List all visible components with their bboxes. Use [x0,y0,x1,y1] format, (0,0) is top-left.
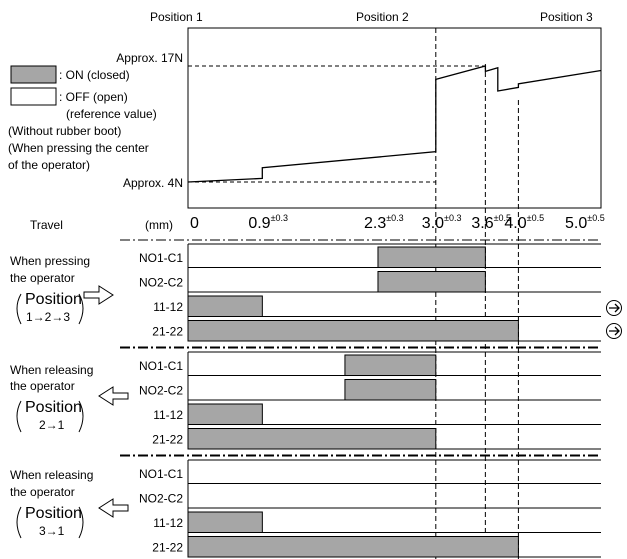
timing-row-label: NO1-C1 [139,251,183,265]
timing-row-label: NO2-C2 [139,384,183,398]
section-1-right-paren [78,293,84,325]
legend: : ON (closed) : OFF (open) (reference va… [8,65,157,172]
legend-on-label: : ON (closed) [59,68,130,82]
continuation-markers [606,300,622,339]
timing-row-label: NO1-C1 [139,467,183,481]
force-guides [188,65,486,183]
timing-row-label: 11-12 [153,408,183,422]
section-2-position-word: Position [25,399,82,416]
section-2-position-seq: 2→1 [39,418,65,432]
travel-tick-label: 3.0±0.3 [422,213,462,232]
section-1-line-1: When pressing [10,254,90,268]
timing-on-bar [344,379,437,401]
section-2-right-paren [78,400,84,433]
section-3-left-paren [16,506,22,539]
release-arrow-icon [98,498,129,518]
legend-off-label: : OFF (open) [59,90,128,104]
travel-tick-label: 5.0±0.5 [565,213,605,232]
timing-on-bar [187,403,263,425]
timing-row-label: 21-22 [152,325,183,339]
legend-off-swatch [10,87,57,106]
timing-on-bar [377,271,486,293]
timing-on-bar [187,428,437,450]
section-1-position-word: Position [25,291,82,308]
force-low-label: Approx. 4N [123,176,183,190]
travel-tick-label: 2.3±0.3 [364,213,404,232]
timing-row-label: 11-12 [153,300,183,314]
timing-row-label: 21-22 [152,433,183,447]
direction-arrows [83,285,129,518]
timing-on-bar [377,246,486,268]
section-2-label: When releasing the operator Position 2→1 [10,363,93,432]
position-3-label: Position 3 [540,10,593,24]
position-1-label: Position 1 [150,10,203,24]
travel-label: Travel [30,218,63,232]
travel-tick-labels: 0 0.9±0.3 2.3±0.3 3.0±0.3 3.6±0.54.0±0.5 5.0±… [190,213,605,232]
force-curve [187,65,602,183]
travel-tick-label: 0 [190,215,199,232]
section-3-position-seq: 3→1 [39,524,65,538]
force-chart [187,27,602,209]
force-chart-frame [187,27,602,209]
timing-chart: NO1-C1 NO2-C2 11-12 21-22 NO1-C1 NO2-C2 11-12 2… [120,28,601,559]
travel-tick-label: 3.6±0.5 [471,213,511,232]
section-3-right-paren [78,506,84,539]
section-2-line-1: When releasing [10,363,93,377]
travel-tick-label: 4.0±0.5 [504,213,544,232]
continuation-arrow-icon [609,326,620,336]
section-2-left-paren [16,400,22,433]
position-2-label: Position 2 [356,10,409,24]
section-1-position-seq: 1→2→3 [26,310,70,324]
timing-on-bar [187,320,519,342]
legend-on-swatch [10,65,57,84]
section-3-line-2: the operator [10,485,75,499]
timing-row-label: NO2-C2 [139,492,183,506]
timing-on-bar [187,295,263,317]
timing-on-bar [344,354,437,376]
section-3-position-word: Position [25,505,82,522]
legend-note-2: (When pressing the center [8,141,149,155]
force-high-label: Approx. 17N [116,51,183,65]
section-2-line-2: the operator [10,379,75,393]
timing-on-bar [187,536,519,558]
section-1-label: When pressing the operator Position 1→2→… [10,254,90,324]
section-3-line-1: When releasing [10,468,93,482]
timing-row-label: 11-12 [153,516,183,530]
section-1-line-2: the operator [10,271,75,285]
timing-on-bar [187,511,263,533]
position-brackets [16,293,84,539]
timing-row-label: 21-22 [152,541,183,555]
continuation-arrow-icon [609,303,620,313]
travel-unit: (mm) [145,218,173,232]
legend-note-3: of the operator) [8,158,90,172]
release-arrow-icon [98,386,129,406]
section-3-label: When releasing the operator Position 3→1 [10,468,93,538]
travel-tick-label: 0.9±0.3 [248,213,288,232]
timing-row-label: NO2-C2 [139,276,183,290]
timing-row-label: NO1-C1 [139,359,183,373]
legend-off-note: (reference value) [66,107,157,121]
press-arrow-icon [83,285,114,305]
section-1-left-paren [16,293,22,325]
legend-note-1: (Without rubber boot) [8,124,121,138]
